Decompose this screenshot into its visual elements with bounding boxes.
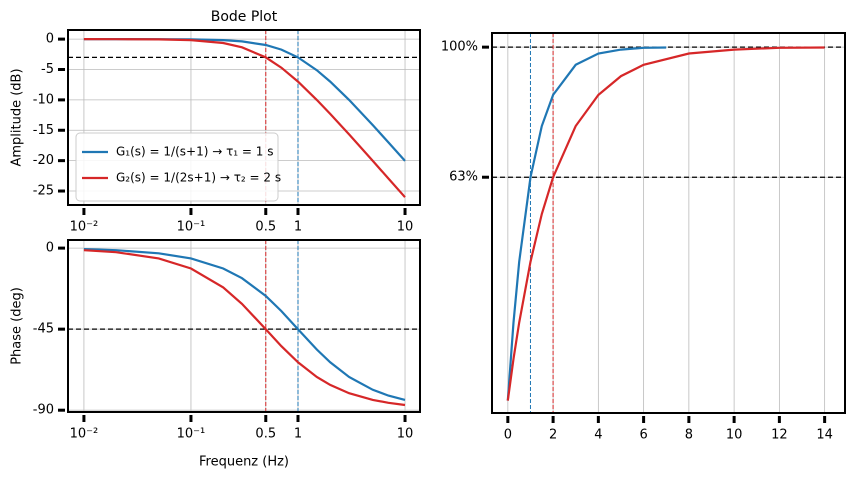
plot-frame xyxy=(67,29,421,206)
y-tick-label: -15 xyxy=(33,123,54,138)
y-tick-label: 100% xyxy=(441,40,478,55)
x-tick-label: 10⁻² xyxy=(70,427,99,442)
x-tick-label: 14 xyxy=(816,428,833,443)
y-tick-label: -25 xyxy=(33,184,54,199)
x-tick-label: 6 xyxy=(639,428,647,443)
x-tick-label: 10 xyxy=(726,428,743,443)
y-axis-label: Amplitude (dB) xyxy=(10,68,25,166)
y-tick-label: -5 xyxy=(41,62,54,77)
y-tick-label: -10 xyxy=(33,92,54,107)
x-tick-label: 0 xyxy=(504,428,512,443)
legend-box xyxy=(75,132,279,202)
plot-frame xyxy=(491,32,846,414)
x-tick-label: 1 xyxy=(294,220,302,235)
y-tick-label: -90 xyxy=(33,403,54,418)
y-axis-label: Phase (deg) xyxy=(10,287,25,365)
series-line xyxy=(506,46,825,401)
y-tick-label: 0 xyxy=(46,32,54,47)
x-tick-label: 0.5 xyxy=(255,220,276,235)
y-tick-label: -45 xyxy=(33,322,54,337)
series-line xyxy=(83,38,406,198)
x-axis-label: Frequenz (Hz) xyxy=(199,455,289,470)
x-tick-label: 10⁻¹ xyxy=(177,220,206,235)
x-tick-label: 10 xyxy=(397,220,414,235)
y-tick-label: 0 xyxy=(46,241,54,256)
x-tick-label: 1 xyxy=(294,427,302,442)
x-tick-label: 10⁻¹ xyxy=(177,427,206,442)
x-tick-label: 10⁻² xyxy=(70,220,99,235)
x-tick-label: 8 xyxy=(685,428,693,443)
series-line xyxy=(83,248,406,401)
x-tick-label: 12 xyxy=(771,428,788,443)
y-tick-label: 63% xyxy=(449,170,478,185)
y-tick-label: -20 xyxy=(33,153,54,168)
x-tick-label: 4 xyxy=(594,428,602,443)
series-line xyxy=(83,249,406,407)
series-line xyxy=(506,46,667,401)
x-tick-label: 2 xyxy=(549,428,557,443)
legend-label: G₁(s) = 1/(s+1) → τ₁ = 1 s xyxy=(116,145,274,159)
plot-frame xyxy=(67,239,421,413)
x-tick-label: 10 xyxy=(397,427,414,442)
chart-title: Bode Plot xyxy=(211,9,278,25)
legend-label: G₂(s) = 1/(2s+1) → τ₂ = 2 s xyxy=(116,171,281,185)
x-tick-label: 0.5 xyxy=(255,427,276,442)
